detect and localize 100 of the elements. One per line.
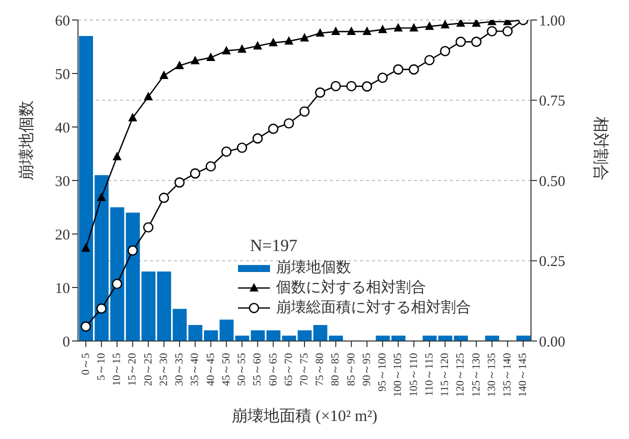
x-tick-label: 90～95 [360,352,373,386]
x-tick-label: 0～5 [80,352,92,375]
point [393,64,404,75]
x-tick-label: 20～25 [142,352,154,386]
point [190,168,200,179]
x-tick-label: 70～75 [298,352,310,386]
point [143,222,154,233]
point [144,92,153,100]
point [300,32,309,42]
x-tick-label: 30～35 [174,352,186,386]
legend-label: 崩壊地個数 [276,258,351,278]
point [378,24,388,34]
x-tick-label: 135～140 [502,352,514,397]
legend-label: 崩壊総面積に対する相対割合 [276,298,471,318]
point [174,177,185,188]
point [206,161,216,172]
x-tick-label: 125～130 [470,352,482,397]
x-axis-title: 崩壊地面積 (×10² m²) [232,407,378,425]
point [456,36,466,47]
x-tick-label: 40～45 [204,352,217,386]
y2-tick-label: 0.50 [539,174,566,190]
point [314,87,326,98]
point [362,81,372,92]
y-tick-label: 30 [55,174,70,190]
point [238,44,247,53]
point [409,23,418,32]
x-tick-label: 45～50 [220,352,232,386]
annotation: N=197 [250,236,298,256]
x-tick-label: 85～90 [345,352,358,386]
point [440,20,450,28]
point [96,303,107,314]
y-axis-title: 崩壊地個数 [18,100,36,180]
x-tick-label: 5～10 [95,352,108,380]
y2-tick-label: 1.00 [539,13,566,30]
bar [516,336,530,341]
point [330,80,341,92]
point [112,278,122,290]
point [175,60,184,70]
x-tick-label: 15～20 [126,352,139,386]
y-tick-label: 20 [55,227,70,244]
x-tick-label: 100～105 [392,352,404,397]
y2-tick-label: 0.00 [539,334,566,350]
point [159,70,168,80]
point [268,124,278,134]
y2-tick-label: 0.75 [539,94,566,110]
point [502,26,513,36]
x-tick-label: 95～100 [376,352,389,392]
point [440,46,450,56]
x-tick-label: 130～135 [486,352,498,397]
y2-axis-title: 相対割合 [591,116,610,180]
legend-label: 個数に対する相対割合 [276,278,426,298]
point [394,23,403,32]
x-tick-label: 140～145 [517,352,530,397]
point [112,152,122,160]
bar [422,336,437,341]
point [299,106,310,117]
point [408,64,419,75]
x-tick-label: 105～110 [408,352,420,397]
point [284,118,294,129]
x-tick-label: 115～120 [439,352,452,397]
point [206,52,216,62]
point [424,54,435,66]
point [424,21,434,30]
point [128,245,138,256]
point [128,112,138,122]
x-tick-label: 10～15 [111,352,124,386]
x-tick-label: 65～70 [282,352,295,386]
point [331,26,340,36]
point [236,142,248,153]
y-tick-label: 40 [55,120,70,136]
point [158,192,170,203]
point [362,26,372,36]
point [222,46,231,54]
point [377,72,388,83]
point [81,243,90,252]
point [472,20,481,27]
point [486,26,498,36]
x-tick-label: 60～65 [267,352,280,386]
x-tick-label: 55～60 [252,352,264,386]
x-tick-label: 110～115 [423,352,436,396]
y-tick-label: 0 [62,334,70,350]
point [346,26,356,36]
y-tick-label: 10 [55,280,70,297]
y2-tick-label: 0.25 [539,254,566,270]
x-tick-label: 80～85 [330,352,342,386]
point [284,36,294,45]
y-tick-label: 50 [55,66,70,83]
x-tick-label: 25～30 [158,352,170,386]
point [253,41,262,50]
x-tick-label: 35～40 [189,352,202,386]
point [252,133,263,144]
point [346,80,357,92]
point [80,321,91,332]
x-tick-label: 75～80 [314,352,326,386]
point [456,20,466,27]
point [471,36,482,47]
point [221,146,232,157]
point [190,56,200,64]
point [268,38,278,46]
y-tick-label: 60 [55,13,70,30]
